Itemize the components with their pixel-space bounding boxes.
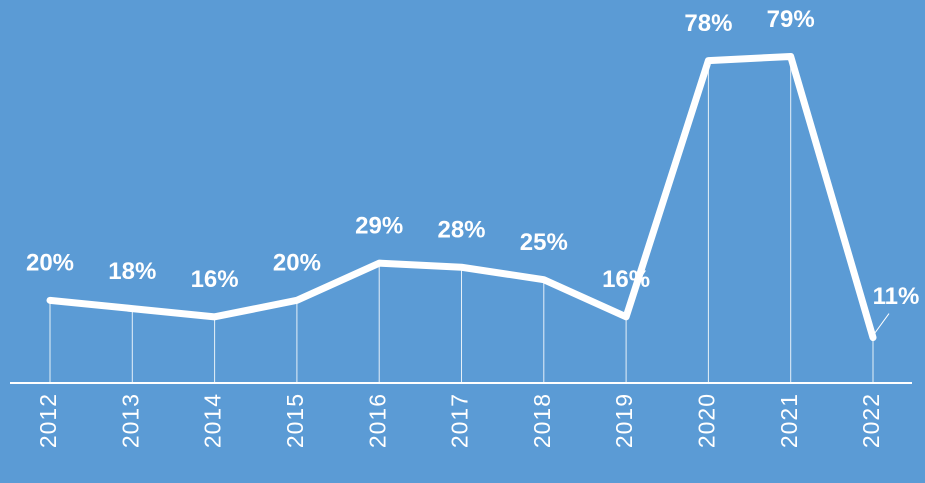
value-label: 78%	[684, 10, 732, 37]
x-tick-label: 2015	[282, 393, 308, 448]
x-tick-label: 2017	[447, 393, 473, 448]
value-label: 79%	[767, 6, 815, 33]
value-label: 28%	[437, 217, 485, 244]
value-label: 18%	[108, 258, 156, 285]
x-tick-label: 2019	[611, 393, 637, 448]
x-tick-label: 2020	[693, 393, 719, 448]
leader-line	[872, 313, 890, 336]
value-label: 16%	[191, 266, 239, 293]
x-tick-label: 2014	[200, 393, 226, 448]
value-label: 20%	[273, 250, 321, 277]
x-tick-label: 2012	[35, 393, 61, 448]
x-tick-label: 2022	[858, 393, 884, 448]
x-tick-label: 2018	[529, 393, 555, 448]
x-tick-label: 2016	[364, 393, 390, 448]
value-label: 25%	[520, 229, 568, 256]
value-label: 11%	[873, 283, 920, 310]
x-tick-label: 2013	[117, 393, 143, 448]
value-label: 20%	[26, 250, 74, 277]
x-tick-label: 2021	[776, 393, 802, 448]
line	[46, 52, 877, 342]
value-label: 29%	[355, 212, 403, 239]
value-label: 16%	[602, 266, 650, 293]
